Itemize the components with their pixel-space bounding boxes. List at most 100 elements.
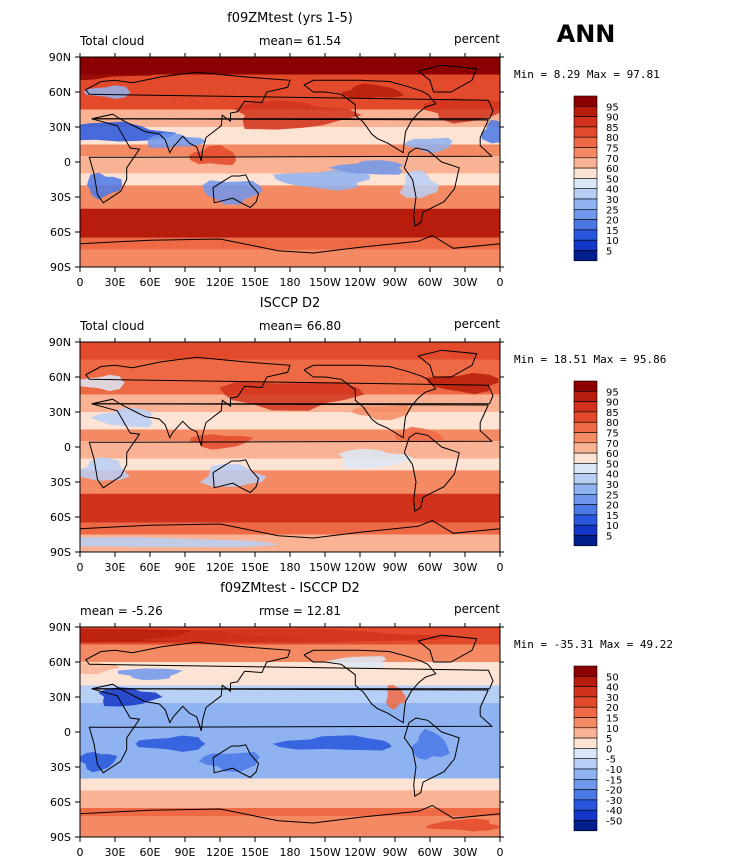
field-blob	[80, 121, 177, 142]
x-tick-label: 90E	[175, 561, 196, 574]
y-tick-label: 90S	[50, 261, 71, 274]
field-band	[80, 790, 500, 808]
coastline	[88, 118, 494, 204]
field-band	[80, 237, 500, 250]
x-tick-label: 0	[77, 561, 84, 574]
colorbar-label: 30	[606, 480, 619, 491]
x-tick-label: 120W	[344, 561, 376, 574]
colorbar-swatch	[573, 178, 598, 189]
colorbar-swatch	[573, 696, 598, 708]
x-tick-label: 180	[280, 561, 301, 574]
field-band	[80, 470, 500, 494]
colorbar-label: 90	[606, 113, 619, 124]
colorbar-swatch	[573, 401, 598, 413]
x-tick-label: 30W	[453, 561, 478, 574]
y-tick-label: 60S	[50, 511, 71, 524]
field-blob	[138, 628, 458, 643]
colorbar-label: 50	[606, 459, 619, 470]
y-tick-label: 0	[64, 441, 71, 454]
colorbar-label: 10	[606, 521, 619, 532]
coastline	[212, 174, 260, 209]
x-tick-label: 0	[497, 561, 504, 574]
map-panel: f09ZMtest (yrs 1-5) Total cloud mean= 61.5…	[49, 11, 660, 289]
field-blob	[425, 818, 500, 832]
field-blob	[80, 374, 125, 392]
colorbar-label: 5	[606, 247, 612, 258]
colorbar-swatch	[573, 380, 598, 392]
coastline	[85, 641, 494, 731]
x-tick-label: 90W	[383, 846, 408, 859]
field-blob	[426, 372, 499, 395]
field-band	[80, 208, 500, 238]
colorbar-swatch	[573, 209, 598, 220]
colorbar-label: 75	[606, 429, 619, 440]
colorbar-label: -40	[606, 806, 622, 817]
colorbar-swatch	[573, 106, 598, 117]
coastline	[88, 688, 494, 774]
x-tick-label: 60W	[418, 561, 443, 574]
cloud-field	[80, 627, 500, 837]
x-tick-label: 30W	[453, 846, 478, 859]
field-blob	[423, 97, 500, 124]
colorbar-label: 20	[606, 216, 619, 227]
colorbar-swatch	[573, 239, 598, 251]
coastline	[80, 519, 500, 539]
map-panel: f09ZMtest - ISCCP D2 mean = -5.26 rmse = 1…	[49, 581, 673, 859]
colorbar-label: 90	[606, 398, 619, 409]
colorbar-swatch	[573, 126, 598, 138]
y-tick-label: 60N	[49, 371, 71, 384]
y-tick-label: 30N	[49, 121, 71, 134]
colorbar-swatch	[573, 483, 598, 495]
field-blob	[135, 735, 206, 752]
coastline	[303, 649, 437, 724]
field-band	[80, 807, 500, 816]
colorbar-swatch	[573, 504, 598, 516]
field-blob	[481, 119, 500, 144]
colorbar-label: -20	[606, 786, 622, 797]
colorbar-swatch	[573, 758, 598, 770]
x-tick-label: 0	[77, 276, 84, 289]
x-tick-label: 180	[280, 276, 301, 289]
colorbar-label: -10	[606, 765, 622, 776]
panel-units-label: percent	[454, 602, 500, 616]
colorbar-swatch	[573, 421, 598, 433]
colorbar-label: 25	[606, 490, 619, 501]
colorbar-label: 80	[606, 418, 619, 429]
coastline	[303, 79, 437, 154]
field-blob	[80, 537, 279, 548]
field-blob	[350, 405, 412, 421]
field-blob	[272, 735, 392, 751]
x-tick-label: 90E	[175, 276, 196, 289]
colorbar-label: 50	[606, 672, 619, 683]
field-blob	[80, 751, 118, 773]
field-band	[80, 185, 500, 209]
colorbar-swatch	[573, 95, 598, 107]
x-tick-label: 60E	[140, 276, 161, 289]
x-tick-label: 30W	[453, 276, 478, 289]
colorbar-swatch	[573, 524, 598, 536]
colorbar-label: 15	[606, 714, 619, 725]
field-band	[80, 249, 500, 267]
colorbar-swatch	[573, 514, 598, 526]
colorbar-label: 20	[606, 501, 619, 512]
colorbar-swatch	[573, 706, 598, 718]
y-tick-label: 90S	[50, 831, 71, 844]
field-blob	[188, 145, 237, 166]
panel-title: f09ZMtest - ISCCP D2	[220, 581, 360, 596]
colorbar-swatch	[573, 188, 598, 200]
colorbar-swatch	[573, 820, 598, 832]
coastline	[417, 64, 478, 93]
x-tick-label: 120E	[206, 846, 234, 859]
field-blob	[80, 62, 165, 81]
coastline	[403, 432, 460, 513]
colorbar-label: 10	[606, 236, 619, 247]
colorbar-label: 30	[606, 195, 619, 206]
x-tick-label: 0	[497, 276, 504, 289]
x-tick-label: 150E	[241, 276, 269, 289]
field-blob	[386, 684, 407, 710]
y-tick-label: 60S	[50, 226, 71, 239]
y-tick-label: 90N	[49, 336, 71, 349]
colorbar-swatch	[573, 737, 598, 749]
field-blob	[80, 457, 130, 481]
